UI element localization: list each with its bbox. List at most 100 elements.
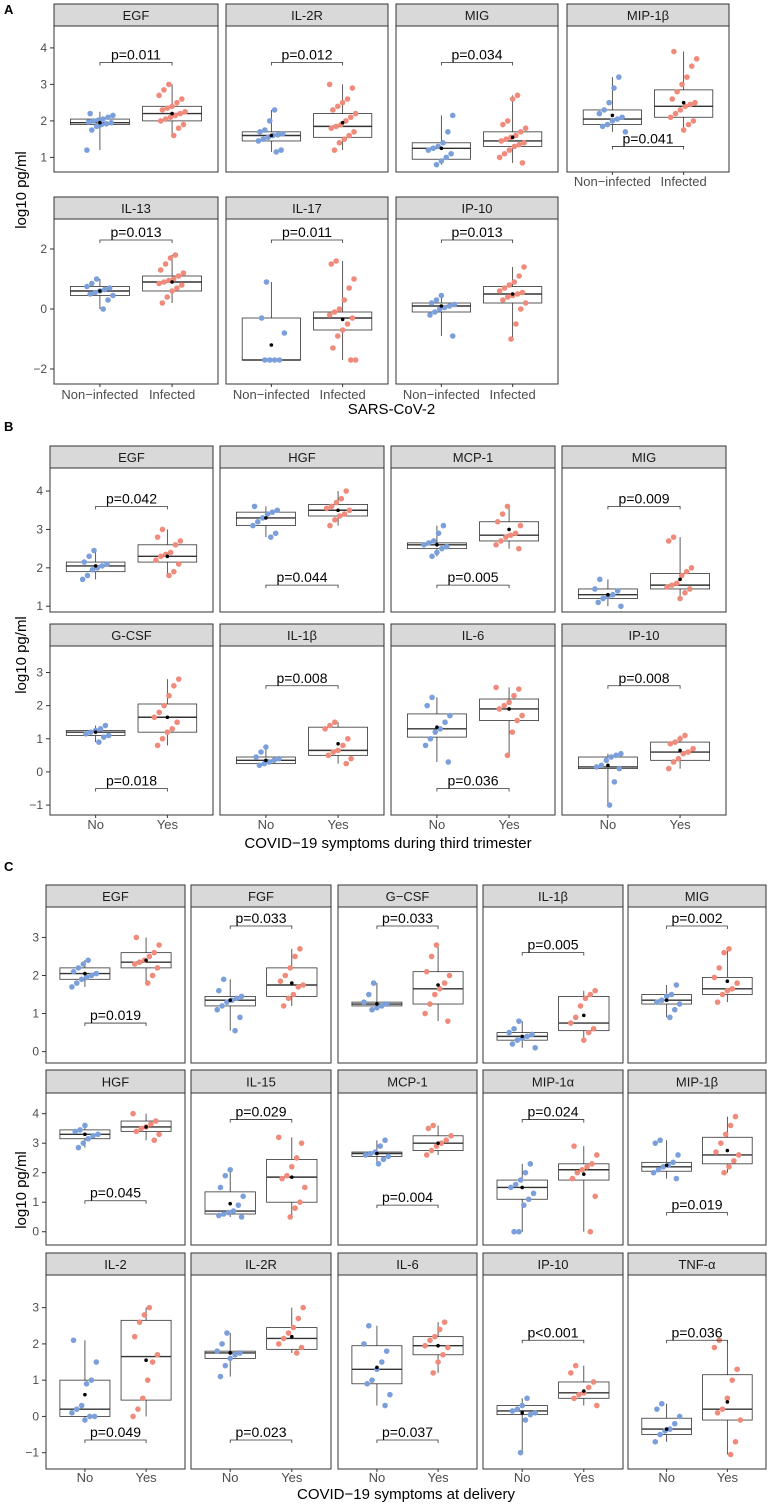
panel-il-6: IL-6 p=0.037 No Yes: [337, 1252, 478, 1485]
data-point: [276, 357, 283, 363]
data-point: [613, 752, 619, 759]
data-point: [529, 1031, 535, 1038]
data-point: [326, 81, 333, 88]
panel-frame: [45, 906, 186, 1064]
mean-marker: [144, 1358, 148, 1363]
data-point: [138, 1125, 145, 1132]
data-point: [100, 306, 106, 312]
mean-marker: [375, 1151, 379, 1156]
data-point: [511, 1025, 517, 1032]
mean-marker: [510, 135, 515, 140]
group-label: No: [258, 817, 275, 832]
data-point: [658, 997, 665, 1004]
data-point: [675, 1152, 681, 1158]
data-point: [674, 88, 680, 95]
data-point: [711, 974, 718, 981]
data-point: [677, 735, 683, 742]
data-point: [433, 297, 440, 303]
data-point: [721, 949, 727, 956]
y-tick-label: 2: [36, 561, 43, 575]
data-point: [432, 729, 439, 735]
panel-frame: [49, 467, 214, 613]
data-point: [278, 147, 284, 153]
data-point: [275, 131, 281, 138]
data-point: [522, 1169, 529, 1176]
data-point: [509, 729, 516, 735]
significance-bracket: [95, 788, 168, 792]
data-point: [509, 96, 516, 102]
data-point: [663, 993, 670, 1000]
data-point: [421, 542, 427, 548]
data-point: [687, 101, 693, 108]
data-point: [271, 107, 278, 113]
panel-frame: [561, 645, 727, 816]
data-point: [582, 995, 589, 1002]
data-point: [443, 543, 450, 550]
data-point: [172, 542, 179, 548]
data-point: [169, 726, 176, 732]
data-point: [344, 96, 351, 102]
significance-bracket: [666, 1339, 728, 1344]
data-point: [493, 542, 499, 548]
data-point: [331, 309, 338, 315]
data-point: [618, 750, 624, 757]
data-point: [339, 327, 346, 333]
data-point: [133, 1128, 140, 1135]
panel-il-2r: IL-2R p=0.012: [225, 3, 389, 173]
data-point: [156, 92, 162, 99]
data-point: [214, 1348, 220, 1354]
data-point: [222, 1172, 229, 1179]
data-point: [669, 96, 676, 102]
data-point: [427, 1337, 433, 1344]
data-point: [79, 576, 86, 583]
data-point: [498, 138, 505, 144]
data-point: [435, 143, 441, 150]
data-point: [380, 1156, 387, 1163]
y-tick-label: 4: [36, 484, 43, 498]
data-point: [266, 118, 273, 124]
group-label: Non−infected: [61, 387, 138, 402]
data-point: [333, 499, 340, 506]
data-point: [346, 507, 353, 514]
data-point: [596, 110, 603, 117]
data-point: [571, 1143, 577, 1149]
data-point: [179, 96, 185, 102]
data-point: [425, 1125, 432, 1132]
data-point: [594, 1402, 600, 1409]
data-point: [292, 953, 298, 960]
data-point: [437, 726, 443, 732]
data-point: [428, 953, 435, 960]
data-point: [86, 553, 92, 560]
data-point: [328, 503, 335, 510]
panel-mcp-1: MCP-1 p=0.004: [337, 1069, 478, 1246]
data-point: [103, 121, 110, 127]
data-point: [91, 547, 97, 554]
data-point: [230, 1208, 237, 1214]
data-point: [595, 599, 601, 606]
data-point: [654, 1406, 660, 1412]
data-point: [330, 107, 336, 113]
box-iqr: [479, 698, 539, 721]
significance-bracket: [607, 685, 681, 689]
mean-marker: [664, 1163, 669, 1168]
data-point: [182, 108, 188, 115]
p-value: p=0.005: [528, 937, 579, 953]
data-point: [650, 1169, 657, 1176]
data-point: [383, 1348, 390, 1354]
y-tick-label: 4: [32, 1107, 39, 1121]
mean-marker: [520, 1410, 524, 1415]
data-point: [78, 1402, 85, 1409]
data-point: [87, 291, 93, 297]
data-point: [428, 300, 435, 306]
data-point: [688, 565, 695, 571]
mean-marker: [165, 554, 170, 559]
data-point: [604, 121, 611, 128]
data-point: [167, 255, 174, 261]
data-point: [713, 1149, 719, 1155]
data-point: [504, 294, 511, 300]
data-point: [157, 118, 164, 124]
data-point: [300, 982, 306, 988]
data-point: [84, 572, 91, 579]
section-letter: C: [4, 859, 14, 874]
